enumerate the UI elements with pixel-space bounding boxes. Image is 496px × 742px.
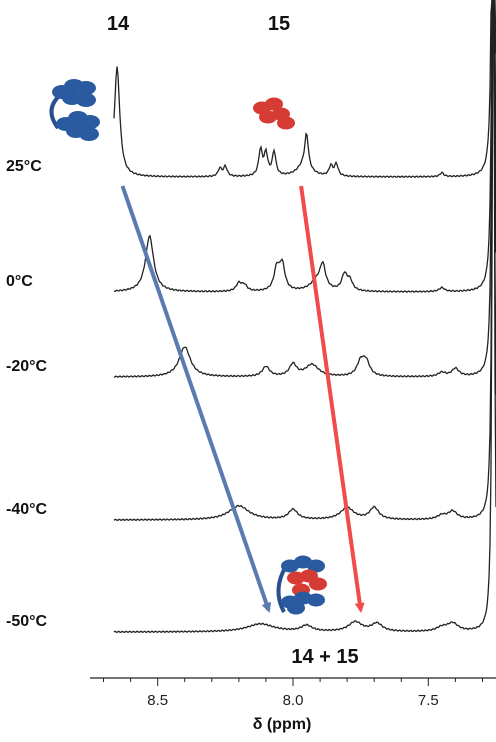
spectrum-traces: [113, 0, 496, 634]
compound-15-label: 15: [268, 13, 290, 35]
x-tick-label: 8.5: [147, 692, 168, 709]
trend-arrow-15-shift: [299, 185, 365, 613]
x-tick-label: 8.0: [283, 692, 304, 709]
mixture-label: 14 + 15: [291, 646, 358, 668]
x-axis-label: δ (ppm): [253, 716, 312, 733]
spectrum-trace--20C: [113, 0, 496, 378]
compound-14-label: 14: [107, 13, 130, 35]
spectrum-trace--50C: [113, 0, 496, 634]
x-tick-label: 7.5: [418, 692, 439, 709]
spectrum-trace-0C: [113, 0, 496, 293]
compound-14-cluster-icon: [49, 79, 100, 141]
complex-14-15-icon: [276, 555, 327, 615]
compound-15-cluster-icon: [253, 97, 295, 130]
temperature-label: 25°C: [6, 158, 42, 175]
trend-arrows: [120, 185, 365, 613]
temperature-label: -40°C: [6, 501, 48, 518]
spectrum-trace--40C: [113, 0, 496, 522]
temperature-label: 0°C: [6, 273, 33, 290]
spectrum-trace-25C: [113, 0, 496, 179]
temperature-label: -50°C: [6, 613, 48, 630]
temperature-labels: 25°C 0°C -20°C -40°C -50°C: [6, 158, 48, 630]
x-axis: 8.5 8.0 7.5 δ (ppm): [90, 677, 496, 733]
temperature-label: -20°C: [6, 358, 48, 375]
trend-arrow-14-shift: [120, 185, 272, 613]
